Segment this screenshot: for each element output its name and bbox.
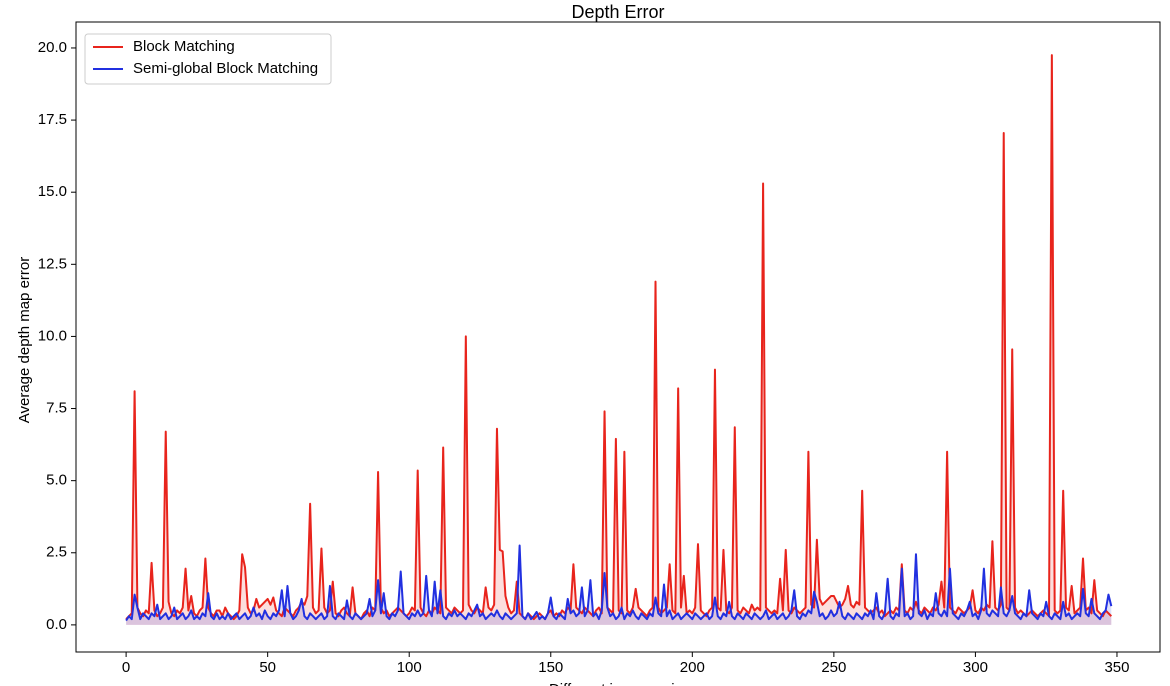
legend-box: [84, 33, 332, 85]
series-area: [126, 55, 1112, 625]
series-line: [125, 544, 1113, 622]
legend: Block Matching Semi-global Block Matching: [84, 33, 332, 85]
y-tick-label: 5.0: [46, 472, 67, 489]
x-tick-label: 150: [538, 659, 563, 676]
plot-frame: [75, 21, 1161, 653]
legend-label: Semi-global Block Matching: [133, 60, 318, 77]
series-line: [125, 54, 1113, 621]
y-axis-label: Average depth map error: [16, 257, 33, 424]
y-tick-label: 7.5: [46, 400, 67, 417]
x-tick-label: 300: [963, 659, 988, 676]
y-tick-label: 12.5: [38, 255, 67, 272]
series-area: [126, 545, 1112, 625]
y-tick-label: 15.0: [38, 183, 67, 200]
y-tick-label: 2.5: [46, 544, 67, 561]
x-tick-label: 350: [1104, 659, 1129, 676]
x-tick-label: 100: [397, 659, 422, 676]
x-tick-label: 250: [821, 659, 846, 676]
y-tick-label: 10.0: [38, 327, 67, 344]
x-tick-label: 200: [680, 659, 705, 676]
y-tick-label: 20.0: [38, 39, 67, 56]
y-tick-label: 0.0: [46, 616, 67, 633]
x-tick-label: 0: [122, 659, 130, 676]
legend-label: Block Matching: [133, 38, 235, 55]
chart-title: Depth Error: [571, 2, 664, 22]
y-tick-label: 17.5: [38, 111, 67, 128]
x-tick-label: 50: [259, 659, 276, 676]
x-axis-label: Different image pairs: [549, 681, 687, 686]
